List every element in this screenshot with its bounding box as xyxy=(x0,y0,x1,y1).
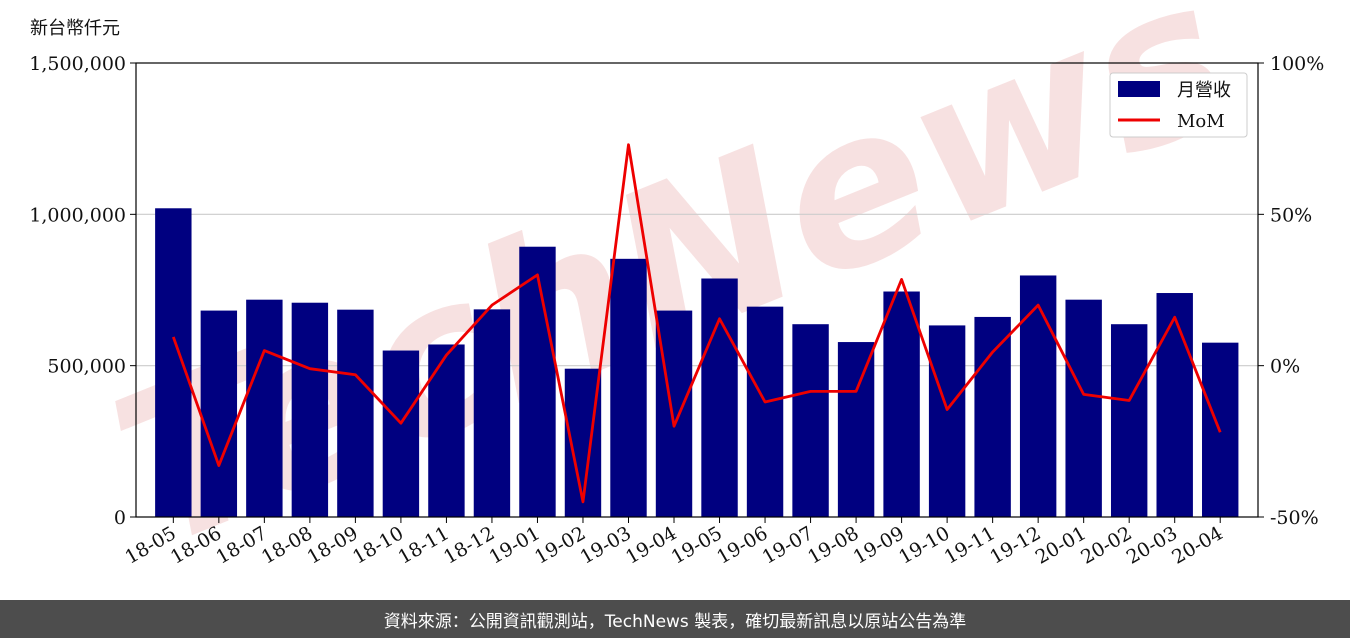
legend-line-label: MoM xyxy=(1177,111,1225,132)
revenue-bar xyxy=(473,309,511,517)
x-tick-label: 19-01 xyxy=(486,522,544,568)
source-footer: 資料來源：公開資訊觀測站，TechNews 製表，確切最新訊息以原站公告為準 xyxy=(0,600,1350,638)
bar-series xyxy=(155,208,1239,517)
x-tick-label: 19-06 xyxy=(713,522,771,568)
y-right-tick-label: 50% xyxy=(1270,204,1312,226)
revenue-chart: TechNews 0500,0001,000,0001,500,000-50%0… xyxy=(29,0,1324,595)
y-left-tick-label: 0 xyxy=(114,507,126,529)
revenue-bar xyxy=(291,302,329,517)
revenue-bar xyxy=(200,310,238,517)
revenue-bar xyxy=(337,309,374,517)
x-tick-label: 19-04 xyxy=(622,522,680,568)
revenue-bar xyxy=(1156,293,1193,517)
revenue-bar xyxy=(519,246,556,517)
x-tick-label: 19-05 xyxy=(668,522,726,568)
revenue-bar xyxy=(928,325,966,517)
x-tick-label: 19-03 xyxy=(577,522,635,568)
revenue-bar xyxy=(837,342,875,517)
y-right-tick-label: -50% xyxy=(1270,507,1319,529)
mom-line xyxy=(172,143,1222,504)
y-right-tick-label: 100% xyxy=(1270,53,1324,75)
x-tick-label: 18-10 xyxy=(349,522,407,568)
x-tick-label: 20-04 xyxy=(1168,522,1226,568)
revenue-bar xyxy=(1065,299,1102,517)
y-left-tick-label: 500,000 xyxy=(47,356,126,378)
revenue-bar xyxy=(1110,324,1148,517)
revenue-bar xyxy=(883,291,920,517)
mom-line-series xyxy=(172,143,1222,504)
y-axis-unit-label: 新台幣仟元 xyxy=(30,18,120,39)
x-tick-label: 19-10 xyxy=(895,522,953,568)
revenue-bar xyxy=(382,350,420,517)
revenue-bar xyxy=(701,278,738,517)
x-tick-label: 19-07 xyxy=(759,522,817,568)
legend: 月營收 MoM xyxy=(1109,72,1248,138)
revenue-bar xyxy=(610,258,647,517)
revenue-bar xyxy=(746,306,784,517)
x-tick-label: 18-11 xyxy=(394,522,452,568)
y-right-tick-label: 0% xyxy=(1270,356,1300,378)
legend-bar-label: 月營收 xyxy=(1177,80,1231,101)
y-left-tick-label: 1,500,000 xyxy=(29,53,126,75)
revenue-bar xyxy=(246,299,283,517)
x-tick-label: 20-03 xyxy=(1123,522,1181,568)
x-tick-label: 20-01 xyxy=(1032,522,1090,568)
revenue-bar xyxy=(155,208,192,517)
x-tick-label: 19-12 xyxy=(986,522,1044,568)
x-tick-label: 20-02 xyxy=(1077,522,1135,568)
x-tick-label: 19-02 xyxy=(531,522,589,568)
y-left-tick-label: 1,000,000 xyxy=(29,204,126,226)
revenue-bar xyxy=(792,324,829,517)
plot-frame xyxy=(135,62,1259,518)
revenue-bar xyxy=(1019,275,1057,517)
x-tick-label: 19-09 xyxy=(850,522,908,568)
x-tick-label: 19-11 xyxy=(941,522,999,568)
revenue-bar xyxy=(974,316,1011,517)
revenue-bar xyxy=(428,344,465,517)
x-tick-label: 19-08 xyxy=(804,522,862,568)
x-tick-label: 18-12 xyxy=(440,522,498,568)
legend-bar-swatch xyxy=(1118,81,1160,97)
